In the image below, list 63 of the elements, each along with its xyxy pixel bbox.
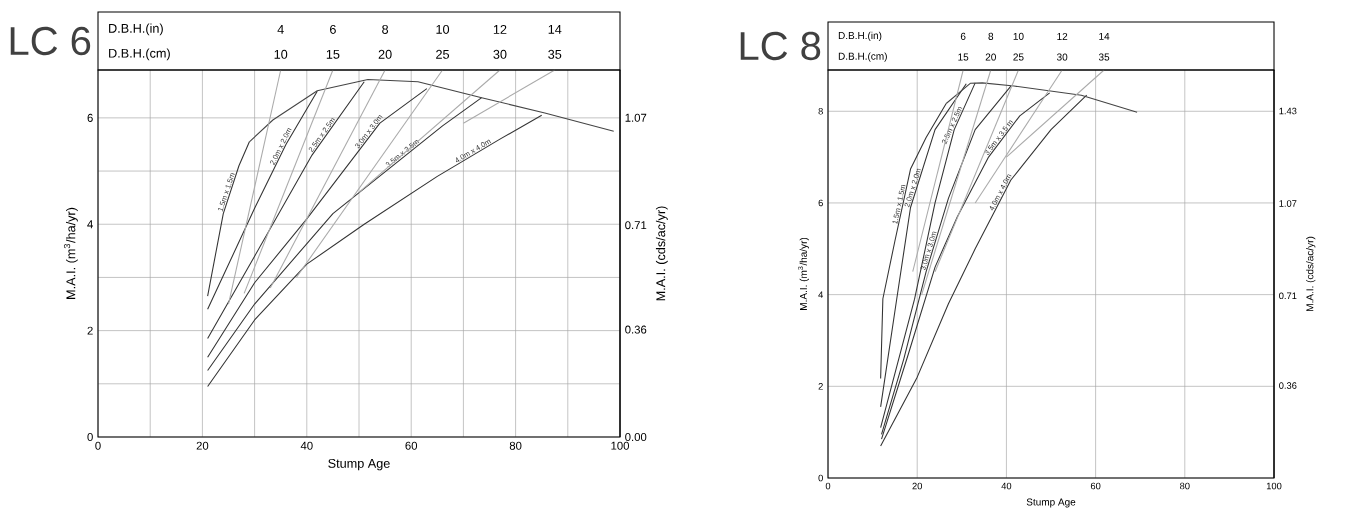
y2-tick-label: 0.36 [625, 325, 647, 334]
x-tick-label: 80 [509, 441, 522, 450]
x-axis-title: Stump Age [328, 458, 390, 471]
y2-tick-label: 1.07 [625, 113, 647, 122]
x-tick-label: 40 [1001, 482, 1012, 490]
y2-axis-title: M.A.I. (cds/ac/yr) [655, 206, 668, 301]
y2-tick-label: 0.36 [1279, 382, 1297, 389]
text: D.B.H.(cm) [838, 52, 887, 62]
x-tick-label: 100 [611, 441, 630, 450]
y-tick-label: 4 [818, 291, 824, 298]
chart-title: LC 6 [10, 26, 91, 56]
text: 10 [436, 24, 450, 34]
text: 12 [493, 24, 507, 34]
text: 20 [378, 49, 392, 59]
text: 25 [1013, 53, 1024, 61]
x-tick-label: 0 [95, 441, 101, 450]
text: 15 [958, 53, 969, 61]
y-tick-label: 6 [818, 199, 823, 207]
x-tick-label: 80 [1180, 482, 1190, 490]
y-tick-label: 8 [818, 107, 823, 115]
y-tick-label: 2 [87, 326, 93, 335]
text: 10 [1013, 32, 1024, 40]
x-tick-label: 20 [196, 441, 209, 450]
x-tick-label: 0 [825, 482, 831, 490]
text: D.B.H.(in) [109, 23, 163, 36]
y2-axis-title: M.A.I. (cds/ac/yr) [1306, 236, 1316, 311]
y-axis-title: M.A.I. (m$^{3}$/ha/yr) [797, 237, 809, 310]
y-tick-label: 0 [818, 474, 823, 482]
y-axis-title: M.A.I. (m$^{3}$/ha/yr) [63, 207, 78, 299]
text: 6 [960, 32, 966, 40]
x-tick-label: 20 [912, 482, 923, 490]
text: 4 [277, 25, 284, 34]
text: 10 [274, 49, 288, 59]
x-tick-label: 60 [405, 441, 418, 450]
text: 14 [548, 25, 562, 34]
text: D.B.H.(cm) [109, 48, 170, 61]
x-tick-label: 60 [1090, 482, 1101, 490]
text: 25 [436, 49, 450, 59]
y-tick-label: 0 [87, 433, 93, 442]
x-tick-label: 40 [300, 441, 313, 450]
text: 12 [1057, 32, 1068, 40]
y2-tick-label: 1.43 [1279, 107, 1297, 115]
y-tick-label: 4 [87, 220, 93, 229]
x-axis-title: Stump Age [1026, 498, 1076, 508]
y2-tick-label: 0.00 [625, 433, 647, 442]
y2-tick-label: 1.07 [1279, 200, 1297, 207]
text: 30 [493, 49, 507, 59]
text: D.B.H.(in) [838, 31, 882, 42]
y-tick-label: 6 [87, 113, 93, 122]
x-tick-label: 100 [1266, 482, 1282, 490]
text: 8 [988, 32, 994, 40]
text: 8 [382, 24, 389, 34]
text: 15 [326, 49, 340, 59]
text: 6 [330, 24, 336, 34]
chart-title: LC 8 [740, 31, 821, 61]
text: 35 [548, 49, 562, 59]
text: 20 [985, 53, 996, 61]
y2-tick-label: 0.71 [625, 221, 647, 230]
y2-tick-label: 0.71 [1279, 292, 1297, 300]
y-tick-label: 2 [818, 383, 823, 390]
text: 35 [1098, 53, 1110, 61]
text: 30 [1056, 53, 1068, 61]
text: 14 [1099, 32, 1110, 40]
